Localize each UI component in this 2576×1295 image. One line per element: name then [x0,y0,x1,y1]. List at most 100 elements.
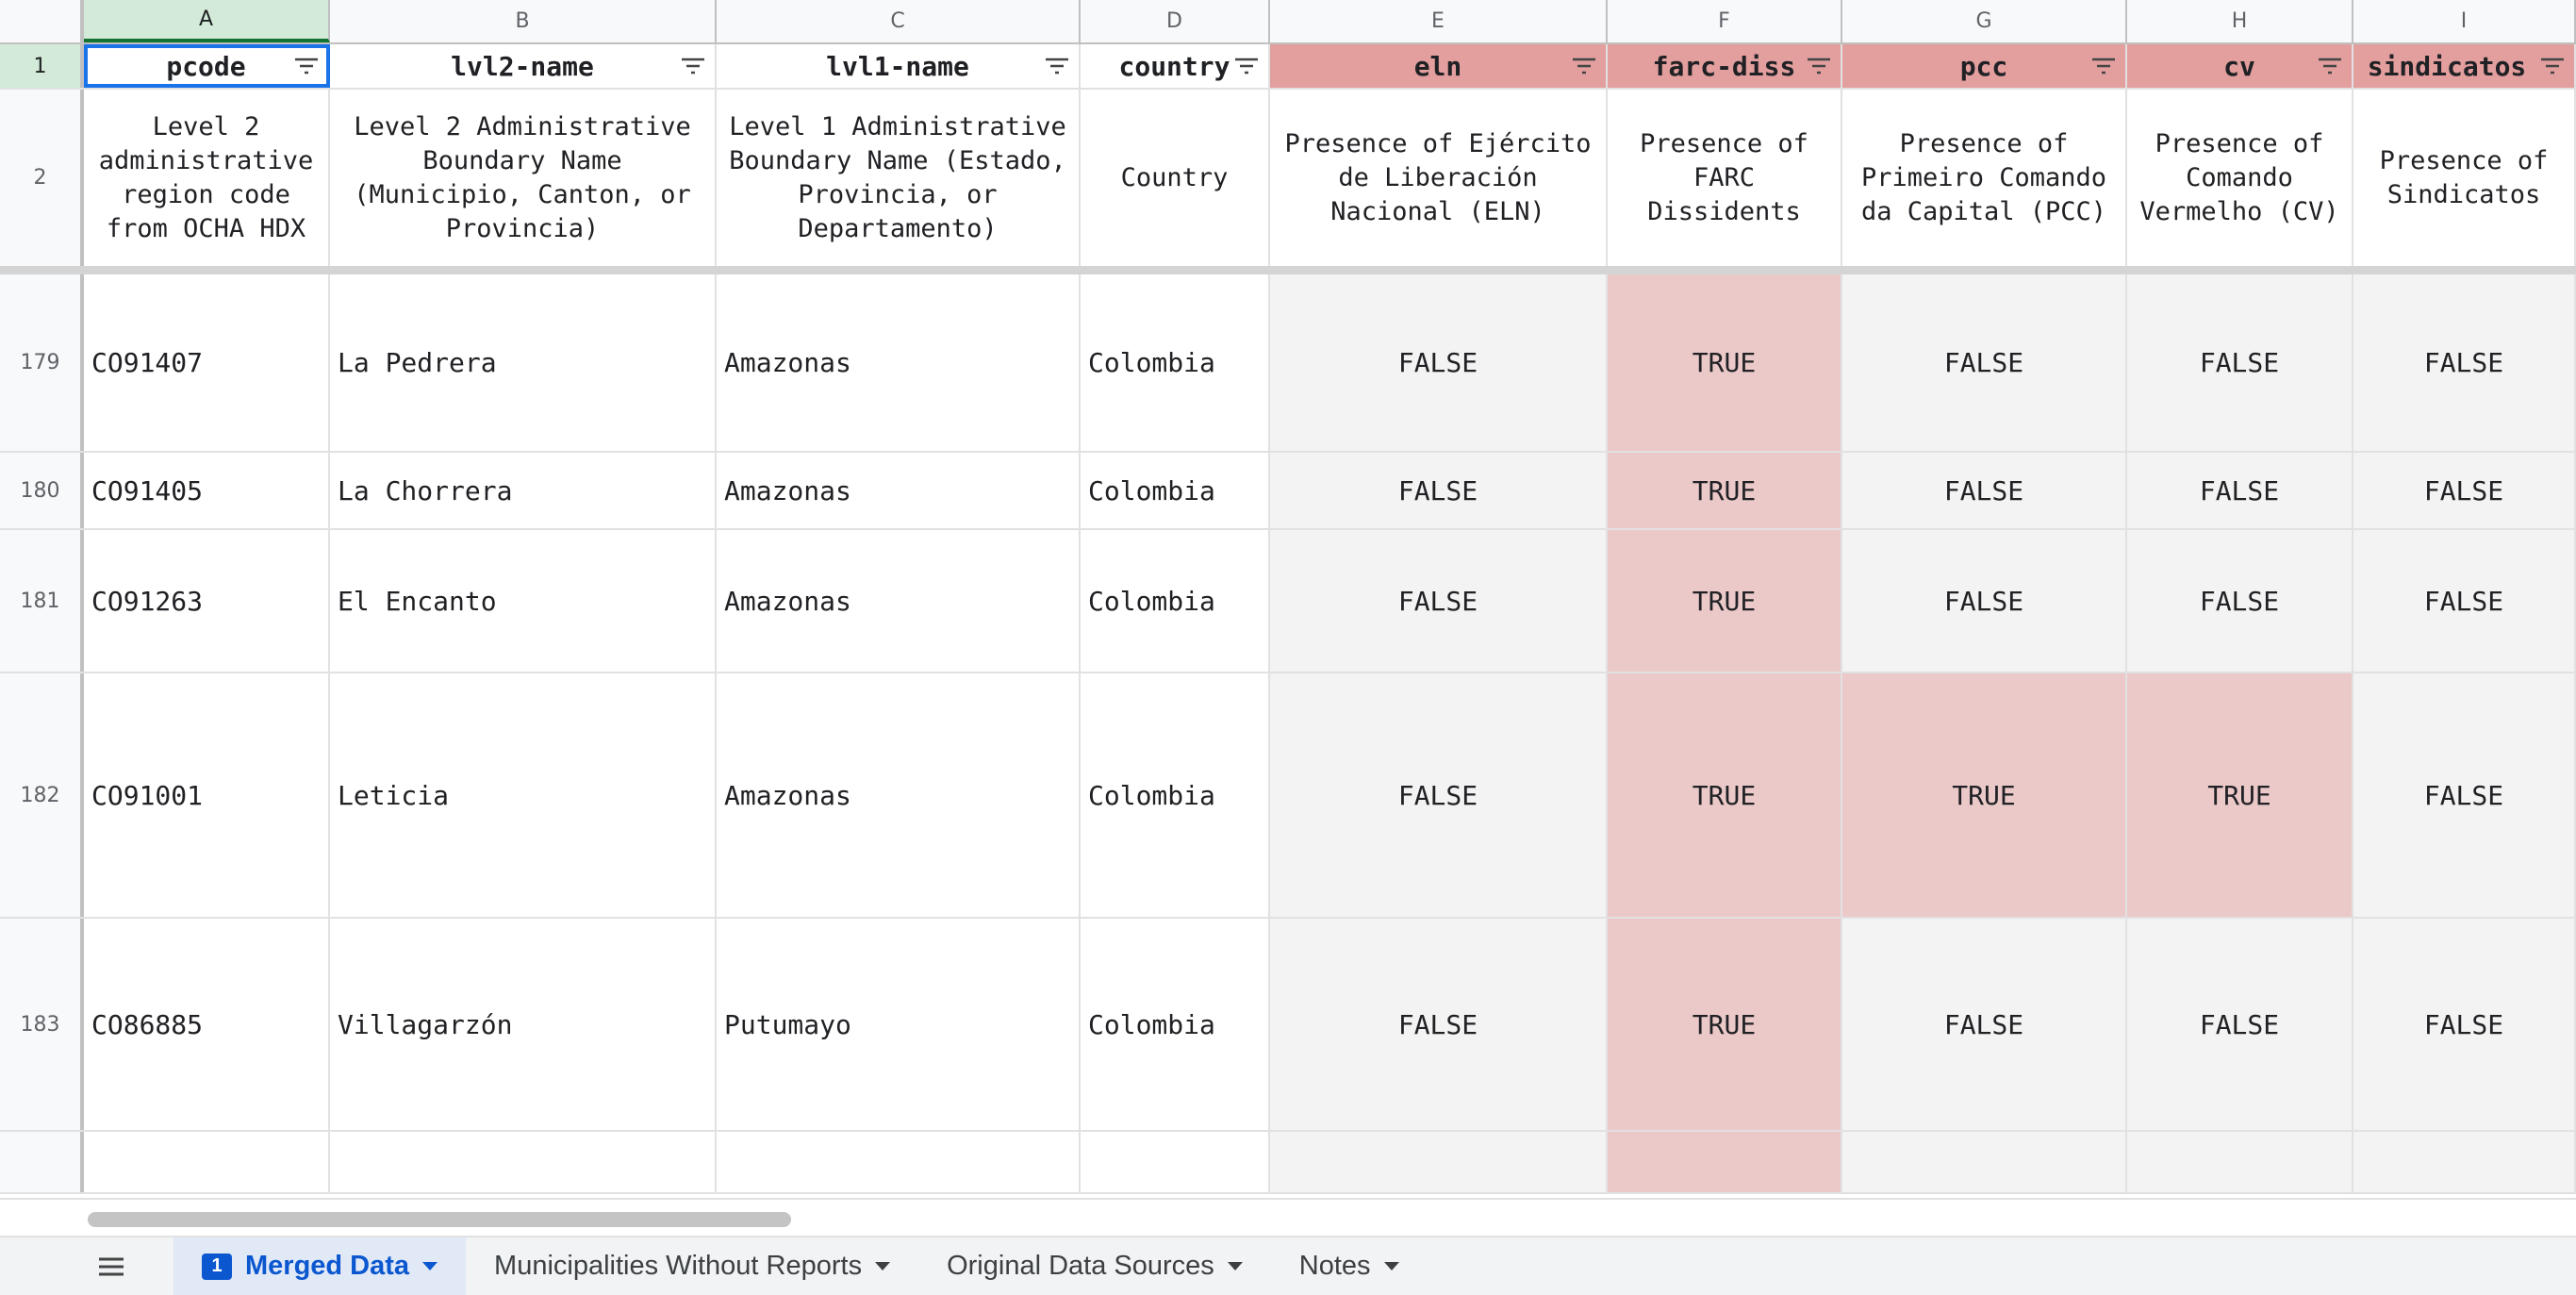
table-cell[interactable]: FALSE [1270,274,1608,451]
description-cell[interactable]: Level 2 Administrative Boundary Name (Mu… [330,90,717,266]
row-number[interactable]: 179 [0,274,84,451]
description-cell[interactable]: Presence of Comando Vermelho (CV) [2127,90,2353,266]
filter-icon[interactable] [2540,58,2565,75]
table-cell[interactable] [717,1132,1081,1192]
table-cell[interactable]: Amazonas [717,453,1081,528]
row-number[interactable]: 1 [0,44,84,88]
table-cell[interactable]: FALSE [1270,919,1608,1130]
table-cell[interactable]: TRUE [1842,673,2127,917]
table-cell[interactable]: FALSE [1842,453,2127,528]
table-cell[interactable]: CO91405 [84,453,330,528]
select-all-corner[interactable] [0,0,84,42]
table-cell[interactable] [1081,1132,1270,1192]
table-cell[interactable]: FALSE [2127,274,2353,451]
row-number[interactable]: 183 [0,919,84,1130]
header-cell-cv[interactable]: cv [2127,44,2353,88]
table-cell[interactable] [1842,1132,2127,1192]
table-cell[interactable]: TRUE [1608,274,1842,451]
table-cell[interactable]: Amazonas [717,530,1081,672]
sheet-tab-original-data-sources[interactable]: Original Data Sources [918,1237,1271,1295]
table-cell[interactable]: Amazonas [717,673,1081,917]
description-cell[interactable]: Presence of Primeiro Comando da Capital … [1842,90,2127,266]
table-cell[interactable]: CO91407 [84,274,330,451]
table-cell[interactable]: Colombia [1081,530,1270,672]
table-cell[interactable]: Colombia [1081,453,1270,528]
header-cell-lvl1-name[interactable]: lvl1-name [717,44,1081,88]
column-header-h[interactable]: H [2127,0,2353,42]
row-number[interactable]: 181 [0,530,84,672]
filter-icon[interactable] [294,58,319,75]
header-cell-farc-diss[interactable]: farc-diss [1608,44,1842,88]
table-cell[interactable]: TRUE [1608,673,1842,917]
description-cell[interactable]: Country [1081,90,1270,266]
column-header-a[interactable]: A [84,0,330,42]
table-cell[interactable] [2127,1132,2353,1192]
sheet-tab-notes[interactable]: Notes [1271,1237,1428,1295]
table-cell[interactable]: TRUE [2127,673,2353,917]
filter-icon[interactable] [2091,58,2116,75]
filter-icon[interactable] [1045,58,1069,75]
row-number[interactable] [0,1132,84,1192]
description-cell[interactable]: Presence of Sindicatos [2353,90,2576,266]
table-cell[interactable]: FALSE [2353,919,2576,1130]
table-cell[interactable]: Colombia [1081,274,1270,451]
chevron-down-icon[interactable] [422,1262,438,1270]
chevron-down-icon[interactable] [1383,1262,1399,1270]
table-cell[interactable]: Leticia [330,673,717,917]
sheet-tab-municipalities-without-reports[interactable]: Municipalities Without Reports [466,1237,918,1295]
table-cell[interactable]: FALSE [2353,274,2576,451]
table-cell[interactable]: CO91001 [84,673,330,917]
table-cell[interactable]: FALSE [1270,673,1608,917]
column-header-c[interactable]: C [717,0,1081,42]
header-cell-sindicatos[interactable]: sindicatos [2353,44,2576,88]
column-header-i[interactable]: I [2353,0,2576,42]
column-header-d[interactable]: D [1081,0,1270,42]
column-header-e[interactable]: E [1270,0,1608,42]
table-cell[interactable]: La Pedrera [330,274,717,451]
table-cell[interactable] [330,1132,717,1192]
filter-icon[interactable] [1572,58,1596,75]
scrollbar-thumb[interactable] [88,1212,791,1227]
table-cell[interactable]: El Encanto [330,530,717,672]
column-header-g[interactable]: G [1842,0,2127,42]
chevron-down-icon[interactable] [875,1262,891,1270]
table-cell[interactable]: FALSE [2353,453,2576,528]
table-cell[interactable]: FALSE [2353,530,2576,672]
horizontal-scrollbar[interactable] [0,1198,2576,1237]
row-number[interactable]: 180 [0,453,84,528]
column-header-b[interactable]: B [330,0,717,42]
sheet-tab-merged-data[interactable]: 1 Merged Data [173,1237,467,1295]
table-cell[interactable]: FALSE [1842,530,2127,672]
table-cell[interactable]: FALSE [2127,453,2353,528]
table-cell[interactable] [1270,1132,1608,1192]
table-cell[interactable]: FALSE [1842,274,2127,451]
table-cell[interactable]: Villagarzón [330,919,717,1130]
table-cell[interactable]: TRUE [1608,453,1842,528]
filter-icon[interactable] [1234,58,1259,75]
table-cell[interactable]: FALSE [2353,673,2576,917]
table-cell[interactable] [84,1132,330,1192]
header-cell-eln[interactable]: eln [1270,44,1608,88]
table-cell[interactable]: FALSE [1270,453,1608,528]
table-cell[interactable]: La Chorrera [330,453,717,528]
chevron-down-icon[interactable] [1227,1262,1243,1270]
description-cell[interactable]: Presence of Ejército de Liberación Nacio… [1270,90,1608,266]
all-sheets-button[interactable] [74,1237,149,1295]
table-cell[interactable]: Colombia [1081,919,1270,1130]
filter-icon[interactable] [2318,58,2342,75]
table-cell[interactable]: FALSE [1270,530,1608,672]
column-header-f[interactable]: F [1608,0,1842,42]
filter-icon[interactable] [1807,58,1831,75]
table-cell[interactable] [1608,1132,1842,1192]
table-cell[interactable]: CO86885 [84,919,330,1130]
row-number[interactable]: 2 [0,90,84,266]
table-cell[interactable]: TRUE [1608,919,1842,1130]
description-cell[interactable]: Presence of FARC Dissidents [1608,90,1842,266]
header-cell-pcode[interactable]: pcode [84,44,330,88]
table-cell[interactable]: FALSE [2127,530,2353,672]
table-cell[interactable]: Putumayo [717,919,1081,1130]
description-cell[interactable]: Level 1 Administrative Boundary Name (Es… [717,90,1081,266]
header-cell-country[interactable]: country [1081,44,1270,88]
header-cell-pcc[interactable]: pcc [1842,44,2127,88]
table-cell[interactable]: CO91263 [84,530,330,672]
